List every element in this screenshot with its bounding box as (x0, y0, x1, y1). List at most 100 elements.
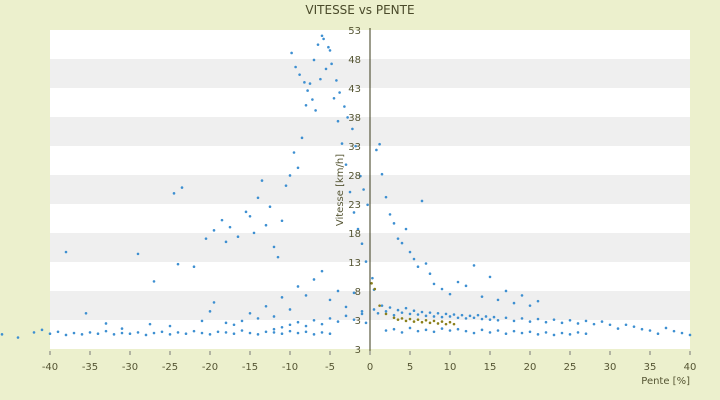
data-point (568, 333, 572, 336)
data-point (330, 62, 333, 66)
x-tick-label: 10 (444, 362, 457, 373)
data-point (640, 327, 644, 331)
data-point (280, 326, 284, 329)
data-point (496, 329, 500, 332)
data-point (412, 257, 416, 261)
data-point (464, 329, 468, 333)
data-point (352, 211, 356, 214)
data-point (264, 330, 268, 334)
highlight-point (400, 317, 404, 320)
data-point (484, 315, 488, 318)
data-point (412, 309, 416, 313)
data-point (16, 336, 20, 339)
data-point (312, 278, 316, 281)
data-point (335, 79, 338, 82)
data-point (476, 313, 480, 317)
data-point (328, 298, 332, 302)
data-point (104, 322, 108, 325)
data-point (240, 329, 244, 332)
x-tick-label: -15 (242, 362, 258, 373)
highlight-point (370, 281, 373, 285)
data-point (248, 331, 252, 335)
data-point (168, 333, 172, 336)
data-point (380, 172, 384, 176)
data-point (228, 225, 232, 229)
data-point (464, 317, 468, 320)
data-point (256, 333, 260, 336)
data-point (351, 127, 354, 131)
data-point (448, 329, 452, 332)
data-point (64, 250, 68, 254)
data-point (212, 229, 216, 232)
data-point (552, 318, 556, 321)
data-point (544, 331, 548, 334)
data-point (536, 333, 540, 336)
highlight-point (412, 320, 416, 323)
y-axis-label: Vitesse [km/h] (335, 154, 346, 226)
data-point (444, 312, 448, 316)
highlight-point (436, 322, 440, 325)
data-point (424, 314, 428, 318)
x-tick-label: 15 (484, 362, 497, 373)
data-point (388, 306, 392, 309)
data-point (0, 333, 4, 336)
y-tick-label: 3 (355, 316, 361, 327)
data-point (314, 109, 317, 112)
data-point (416, 265, 420, 268)
data-point (264, 223, 268, 227)
data-point (396, 308, 400, 312)
data-point (304, 103, 308, 107)
data-point (400, 331, 404, 334)
data-point (294, 65, 297, 69)
data-point (304, 324, 308, 328)
y-tick-label: 33 (348, 142, 361, 153)
data-point (432, 315, 436, 318)
data-point (528, 320, 532, 323)
data-point (362, 188, 365, 191)
data-point (298, 73, 301, 76)
data-point (304, 294, 308, 297)
data-point (480, 317, 484, 321)
data-point (504, 289, 508, 293)
data-point (560, 331, 564, 335)
data-point (346, 116, 349, 119)
data-point (224, 331, 228, 334)
data-point (480, 295, 484, 298)
y-tick-label: 23 (348, 200, 361, 211)
data-point (360, 312, 364, 316)
data-point (168, 324, 172, 328)
data-point (248, 214, 252, 218)
x-tick-label: 40 (684, 362, 697, 373)
data-point (306, 89, 309, 92)
data-point (84, 311, 88, 315)
data-point (404, 306, 408, 310)
data-point (512, 329, 516, 333)
data-point (272, 245, 276, 249)
data-point (366, 203, 369, 207)
data-point (408, 250, 412, 254)
data-point (224, 240, 228, 244)
data-point (672, 329, 676, 333)
y-tick-label: 8 (355, 287, 361, 298)
data-point (327, 45, 330, 49)
data-point (112, 333, 116, 336)
data-point (528, 330, 532, 334)
data-point (456, 280, 460, 284)
data-point (354, 144, 357, 148)
y-tick-label: 13 (348, 258, 361, 269)
highlight-point (428, 321, 432, 325)
data-point (392, 327, 396, 331)
highlight-point (396, 318, 400, 321)
data-point (384, 329, 388, 332)
data-point (284, 184, 288, 187)
data-point (338, 91, 341, 94)
data-point (192, 265, 196, 268)
data-point (40, 328, 44, 332)
data-point (32, 331, 36, 334)
data-point (380, 304, 384, 307)
x-tick-label: 0 (367, 362, 373, 373)
highlight-point (432, 319, 436, 323)
data-point (592, 322, 596, 326)
highlight-point (373, 287, 377, 291)
